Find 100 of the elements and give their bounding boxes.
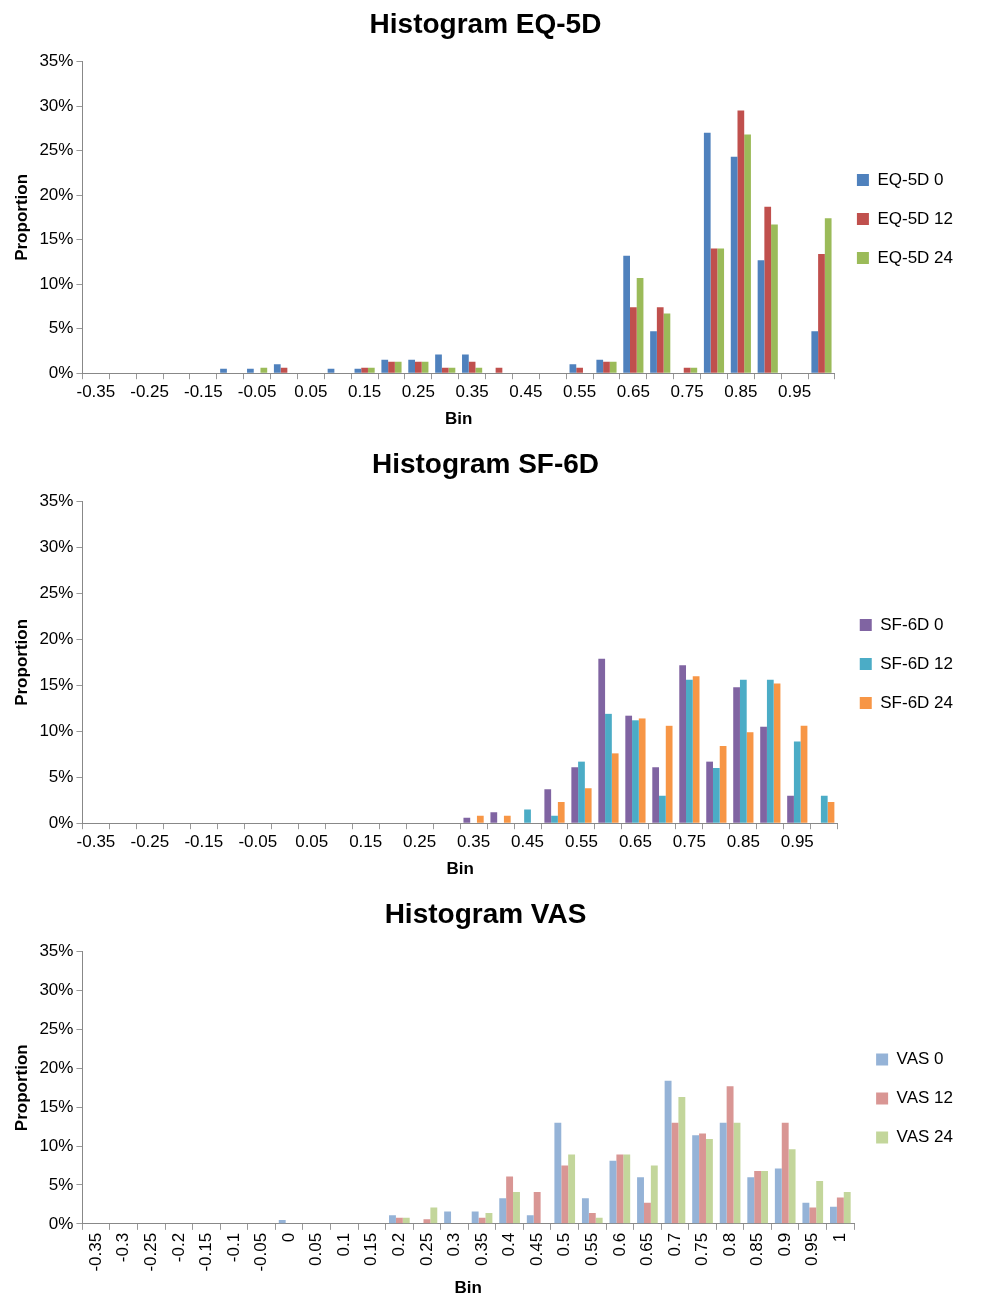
x-tick-label: -0.05 [237,382,277,402]
bar [430,1207,438,1224]
x-tick-label: -0.15 [183,382,223,402]
x-tick-label: 0.15 [361,1232,381,1266]
x-tick-label: -0.25 [130,382,169,402]
x-tick-label: 0.45 [509,382,543,402]
x-tick-label: 0.55 [581,1232,601,1266]
y-tick-label: 20% [39,1057,74,1077]
x-tick-label: 0.25 [416,1232,436,1266]
x-tick-label: 0.75 [692,1232,712,1266]
bar [506,1176,514,1224]
bar [367,367,375,373]
bar [596,359,604,373]
x-tick-label: 0.6 [609,1232,629,1257]
bar [766,679,774,823]
bar [557,802,565,823]
bar [820,795,828,823]
bar [441,367,449,373]
x-axis-title: Bin [444,409,473,429]
bar [703,132,711,373]
bar [809,1207,817,1224]
legend-label: SF-6D 12 [880,653,953,673]
bar [471,1211,479,1224]
x-tick-label: 0.75 [670,382,704,402]
bar [569,364,577,373]
y-tick-label: 15% [39,229,74,249]
bar [605,713,612,823]
y-tick-label: 25% [39,1019,74,1039]
y-tick-label: 10% [39,721,74,740]
bar [280,367,288,373]
bar [524,809,531,823]
y-tick-label: 0% [48,812,74,832]
bar [584,788,592,823]
x-tick-label: 0.55 [564,832,599,852]
bar [643,1202,651,1224]
bar [551,815,558,823]
bar [389,1215,396,1224]
legend-label: VAS 0 [896,1049,944,1069]
bar [544,789,552,823]
x-tick-label: -0.35 [76,382,116,402]
bar [836,1197,844,1224]
x-tick-label: 0.9 [774,1232,794,1257]
chart-title: Histogram EQ-5D [369,7,602,39]
y-tick-label: 15% [39,675,74,695]
bar [485,1212,493,1224]
x-tick-label: 0.35 [455,382,489,402]
x-tick-label: 0.25 [401,382,435,402]
bar [692,676,700,823]
bar [744,134,751,373]
bar [395,1217,403,1224]
bar [717,248,725,373]
bar [623,255,630,373]
bar [561,1165,569,1224]
x-tick-label: 0.2 [389,1232,409,1257]
x-tick-label: 0.65 [637,1232,657,1266]
bar [462,354,469,373]
chart-title: Histogram VAS [384,897,587,929]
bar [632,720,639,823]
x-tick-label: 0.95 [780,832,814,852]
bar [625,715,633,823]
x-tick-label: -0.25 [130,832,170,852]
legend-label: EQ-5D 12 [877,208,954,228]
x-tick-label: -0.05 [238,832,278,852]
bar [719,1122,727,1224]
y-tick-label: 20% [39,184,74,204]
bar [616,1154,624,1224]
x-tick-label: -0.35 [76,832,116,852]
bar [388,361,395,373]
legend-label: VAS 24 [896,1127,953,1147]
bar [705,1139,713,1224]
bar [781,1122,789,1224]
x-tick-label: -0.15 [196,1232,216,1272]
x-tick-label: 0.7 [664,1232,684,1257]
x-tick-label: 0.25 [403,832,437,852]
bar [603,361,610,373]
bar [381,359,389,373]
bar [737,110,745,373]
y-tick-label: 30% [39,95,74,115]
bar [712,768,720,823]
chart-title: Histogram SF-6D [371,447,600,479]
x-tick-label: 0.35 [471,1232,491,1266]
bar [818,253,825,373]
bar [526,1215,534,1224]
bar [787,795,794,823]
x-tick-label: 0.05 [295,832,329,852]
x-tick-label: 0.5 [554,1232,574,1257]
y-tick-label: 5% [48,318,74,338]
x-axis-title: Bin [454,1278,482,1298]
x-tick-label: -0.25 [141,1232,161,1272]
bar [774,1168,782,1224]
bar [690,367,698,373]
x-tick-label: 0.85 [724,382,758,402]
bar [576,367,583,373]
x-tick-label: 0.45 [526,1232,546,1266]
bar [706,761,713,823]
bar [793,741,801,823]
bar [686,679,693,823]
x-tick-label: 0.95 [778,382,812,402]
bar [490,812,498,823]
x-tick-label: 0.3 [444,1232,464,1257]
